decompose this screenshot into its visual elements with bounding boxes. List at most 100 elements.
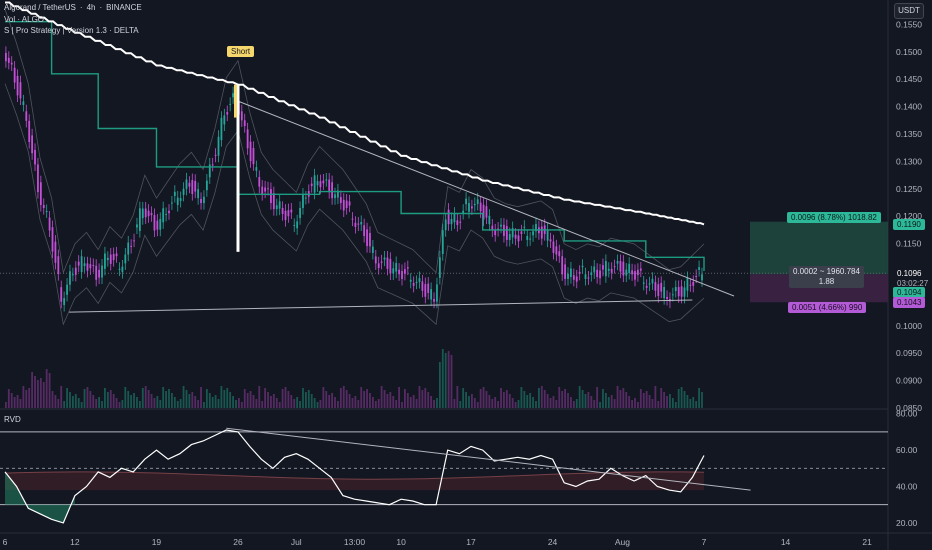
candle-body bbox=[366, 229, 368, 247]
entry-box-label: 0.0002 ~ 1960.784 1.88 bbox=[789, 266, 864, 288]
volume-bar bbox=[357, 400, 360, 408]
interval-label[interactable]: 4h bbox=[86, 3, 96, 12]
candle-body bbox=[19, 82, 22, 99]
indicator-title[interactable]: RVD bbox=[4, 415, 21, 424]
volume-bar bbox=[683, 391, 686, 408]
candle-body bbox=[438, 257, 441, 278]
volume-bar bbox=[71, 396, 74, 408]
volume-bar bbox=[564, 389, 566, 408]
volume-bar bbox=[546, 394, 549, 408]
volume-bar bbox=[695, 401, 698, 408]
volume-bar bbox=[345, 390, 348, 408]
target-price-tag: 0.1190 bbox=[893, 219, 925, 230]
exchange-label: BINANCE bbox=[106, 3, 142, 12]
candle-body bbox=[34, 149, 36, 165]
volume-bar bbox=[197, 400, 200, 408]
candle-body bbox=[593, 266, 596, 273]
candle-body bbox=[54, 241, 57, 263]
volume-bar bbox=[63, 401, 66, 408]
candle-body bbox=[130, 245, 133, 247]
volume-bar bbox=[651, 399, 654, 408]
volume-bar bbox=[188, 394, 191, 408]
target-zone bbox=[750, 221, 888, 275]
candle-body bbox=[115, 253, 118, 257]
volume-bar bbox=[22, 386, 25, 408]
candle-body bbox=[596, 269, 599, 278]
volume-bar bbox=[698, 388, 700, 408]
candle-body bbox=[31, 135, 34, 154]
volume-bar bbox=[165, 391, 167, 408]
price-tick-label: 0.1150 bbox=[896, 239, 922, 249]
candle-body bbox=[16, 75, 19, 96]
volume-bar bbox=[92, 395, 95, 408]
volume-bar bbox=[37, 380, 39, 408]
volume-bar bbox=[173, 397, 176, 408]
volume-bar bbox=[307, 390, 310, 408]
candle-body bbox=[310, 183, 313, 187]
candle-body bbox=[430, 289, 433, 300]
volume-bar bbox=[156, 396, 159, 408]
rvd-trendline bbox=[226, 427, 751, 491]
candle-body bbox=[695, 275, 698, 277]
candle-body bbox=[567, 273, 569, 279]
indicator-tick-label: 20.00 bbox=[896, 518, 918, 528]
candle-body bbox=[514, 234, 517, 239]
candle-body bbox=[290, 209, 293, 213]
volume-bar bbox=[398, 387, 400, 408]
volume-bar bbox=[578, 386, 581, 408]
volume-bar bbox=[66, 388, 68, 408]
volume-bar bbox=[191, 392, 194, 408]
volume-bar bbox=[648, 395, 651, 408]
volume-bar bbox=[616, 386, 619, 408]
volume-bar bbox=[473, 398, 476, 408]
volume-bar bbox=[176, 401, 179, 408]
volume-bar bbox=[386, 394, 389, 408]
symbol-title[interactable]: Algorand / TetherUS bbox=[4, 3, 76, 12]
volume-bar bbox=[331, 393, 333, 408]
candle-body bbox=[587, 277, 590, 279]
candle-body bbox=[328, 179, 331, 193]
candle-body bbox=[488, 215, 491, 225]
candle-body bbox=[191, 180, 194, 195]
candle-body bbox=[60, 287, 63, 302]
candle-body bbox=[389, 258, 392, 274]
candle-body bbox=[418, 278, 421, 282]
candle-body bbox=[162, 208, 165, 223]
volume-bar bbox=[278, 402, 281, 408]
candle-body bbox=[63, 298, 66, 305]
currency-button[interactable]: USDT bbox=[894, 3, 924, 19]
volume-bar bbox=[48, 373, 51, 408]
strategy-legend[interactable]: S | Pro Strategy | Version 1.3 · DELTA bbox=[4, 26, 139, 35]
candle-body bbox=[436, 284, 438, 302]
volume-bar bbox=[587, 392, 590, 408]
volume-bar bbox=[203, 402, 205, 408]
volume-bar bbox=[508, 394, 511, 408]
candle-body bbox=[220, 117, 223, 141]
volume-bar bbox=[144, 386, 147, 408]
volume-bar bbox=[421, 390, 424, 408]
candle-body bbox=[331, 182, 333, 199]
candle-body bbox=[433, 298, 435, 302]
volume-bar bbox=[558, 387, 561, 408]
volume-bar bbox=[479, 389, 482, 408]
candle-body bbox=[692, 281, 695, 286]
short-signal-label[interactable]: Short bbox=[227, 46, 255, 57]
candle-body bbox=[526, 235, 529, 240]
candle-body bbox=[258, 177, 261, 187]
volume-bar bbox=[456, 386, 459, 408]
volume-bar bbox=[232, 396, 234, 408]
candle-body bbox=[619, 261, 622, 272]
candle-body bbox=[316, 181, 319, 186]
volume-bar bbox=[328, 395, 331, 408]
volume-bar bbox=[363, 391, 366, 408]
volume-bar bbox=[491, 399, 494, 408]
volume-bar bbox=[584, 394, 587, 408]
volume-bar bbox=[701, 392, 703, 408]
volume-bar bbox=[503, 392, 505, 408]
candle-body bbox=[168, 210, 170, 214]
candle-body bbox=[211, 164, 214, 166]
volume-legend[interactable]: Vol · ALGO bbox=[4, 15, 45, 24]
candle-body bbox=[555, 246, 558, 255]
candle-body bbox=[121, 266, 124, 273]
